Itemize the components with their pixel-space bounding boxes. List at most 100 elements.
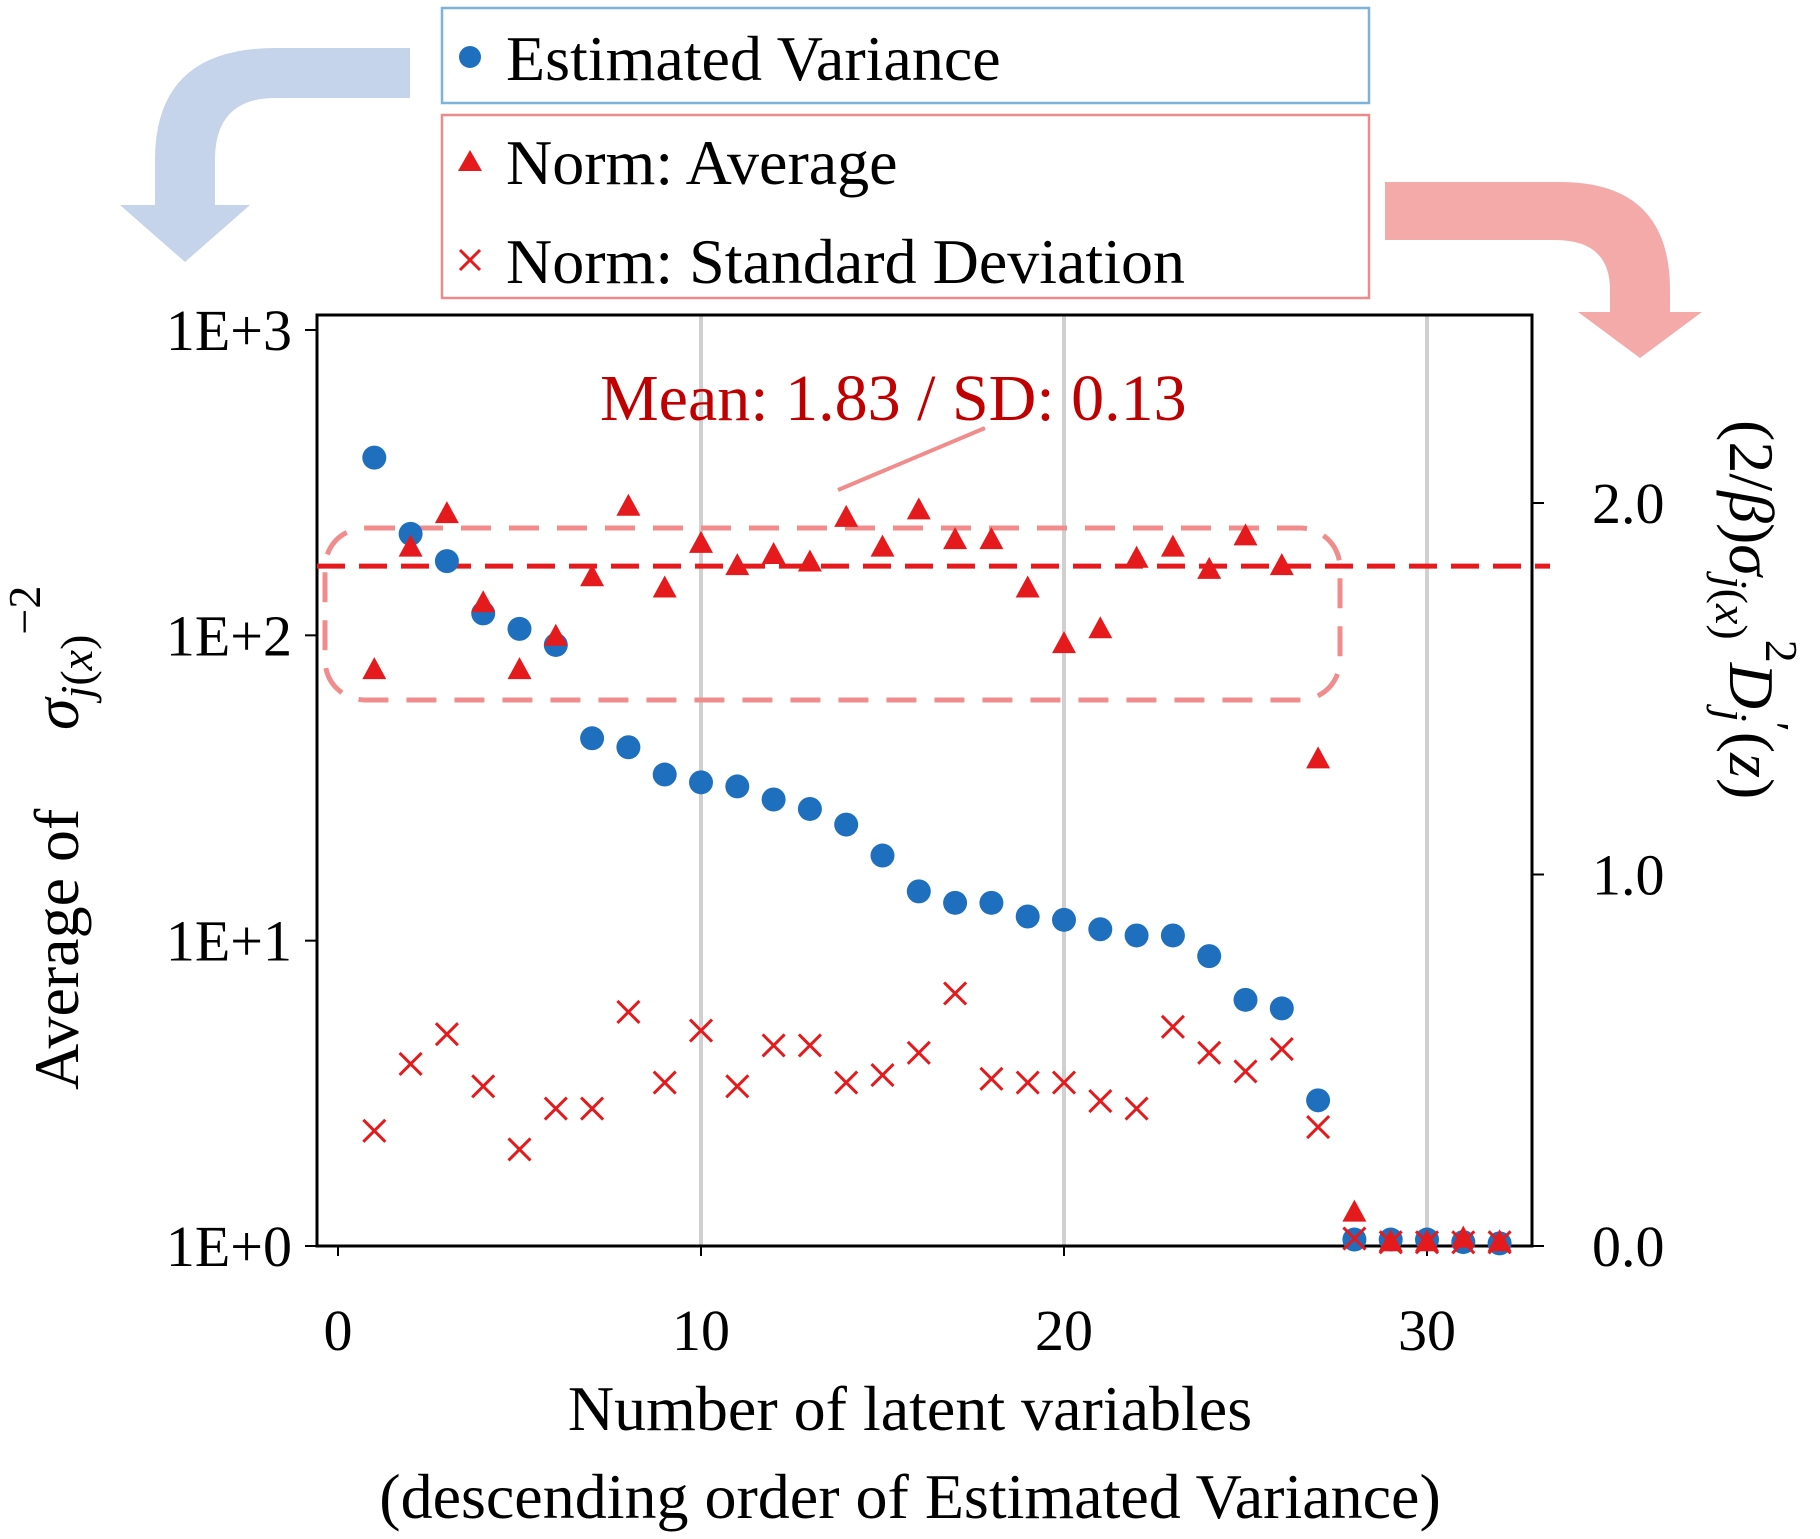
data-point-estimated-variance <box>434 549 459 574</box>
data-point-estimated-variance <box>906 879 931 904</box>
data-point-norm-sd <box>616 999 641 1025</box>
right-curved-arrow-icon <box>1385 182 1702 358</box>
data-point-norm-sd <box>362 1118 387 1143</box>
data-point-norm-average <box>834 504 859 527</box>
data-point-estimated-variance <box>943 890 968 915</box>
data-point-estimated-variance <box>616 735 641 760</box>
data-point-norm-average <box>1015 575 1040 598</box>
data-point-norm-average <box>616 493 641 516</box>
data-point-norm-average <box>398 534 423 557</box>
data-point-norm-sd <box>1487 1230 1512 1255</box>
data-point-norm-average <box>1160 534 1185 557</box>
legend-label-norm-average: Norm: Average <box>506 127 898 198</box>
data-point-norm-sd <box>906 1040 931 1065</box>
y-axis-right-title: (2/β)σj(x)2Dj′(z) <box>1706 420 1807 799</box>
annotation-leader-line <box>837 426 986 492</box>
data-point-norm-sd <box>652 1070 677 1095</box>
data-point-norm-sd <box>834 1070 859 1095</box>
y-left-tick-label: 1E+1 <box>166 909 292 974</box>
data-point-norm-average <box>689 530 713 553</box>
data-point-norm-average <box>434 501 459 524</box>
data-point-norm-average <box>580 564 605 587</box>
data-point-estimated-variance <box>979 890 1004 915</box>
data-point-norm-sd <box>434 1022 459 1047</box>
data-point-norm-sd <box>543 1096 568 1121</box>
data-point-norm-average <box>1124 545 1149 568</box>
data-point-norm-sd <box>507 1137 532 1162</box>
data-point-norm-sd <box>1124 1096 1149 1121</box>
y-left-tick-label: 1E+2 <box>166 603 292 668</box>
legend-marker-triangle <box>458 150 482 171</box>
data-point-estimated-variance <box>1052 907 1076 932</box>
legend-marker-x <box>458 248 482 272</box>
data-point-norm-sd <box>1051 1070 1077 1095</box>
data-point-estimated-variance <box>1269 996 1294 1021</box>
y-left-title-text: Average of <box>21 808 92 1090</box>
data-point-estimated-variance <box>1088 917 1113 942</box>
x-tick-label: 20 <box>1035 1298 1093 1363</box>
data-point-norm-sd <box>1378 1230 1403 1255</box>
data-point-norm-average <box>471 590 496 613</box>
data-point-estimated-variance <box>689 770 713 795</box>
data-point-norm-sd <box>725 1074 750 1099</box>
data-point-norm-average <box>943 527 968 550</box>
data-point-norm-average <box>979 527 1004 550</box>
data-point-norm-sd <box>1160 1014 1185 1039</box>
data-point-norm-average <box>761 542 786 565</box>
legend-label-estimated-variance: Estimated Variance <box>506 23 1001 94</box>
data-point-estimated-variance <box>761 787 786 812</box>
x-tick-label: 30 <box>1398 1298 1456 1363</box>
data-point-norm-average <box>797 549 822 572</box>
x-axis-title-line2: (descending order of Estimated Variance) <box>379 1461 1441 1532</box>
data-point-norm-sd <box>471 1074 496 1099</box>
data-point-norm-average <box>1306 746 1331 769</box>
data-point-norm-sd <box>1233 1059 1258 1084</box>
data-point-norm-sd <box>1451 1230 1476 1255</box>
data-point-estimated-variance <box>580 726 605 751</box>
y-left-tick-label: 1E+0 <box>166 1214 292 1279</box>
data-point-norm-average <box>652 575 677 598</box>
data-point-estimated-variance <box>1233 987 1258 1012</box>
data-point-estimated-variance <box>652 762 677 787</box>
x-tick-label: 10 <box>672 1298 730 1363</box>
legend-marker-circle <box>459 46 481 68</box>
data-point-norm-average <box>1088 616 1113 639</box>
y-left-tick-label: 1E+3 <box>166 298 292 363</box>
data-point-norm-sd <box>1306 1115 1331 1140</box>
data-point-norm-average <box>507 657 532 680</box>
data-point-estimated-variance <box>1197 944 1222 969</box>
y-right-tick-label: 0.0 <box>1592 1214 1665 1279</box>
data-point-estimated-variance <box>507 616 532 641</box>
data-point-estimated-variance <box>797 796 822 821</box>
legend-box-red <box>440 113 1371 300</box>
data-point-estimated-variance <box>1160 923 1185 948</box>
data-point-norm-average <box>906 497 931 520</box>
data-point-norm-sd <box>688 1018 714 1043</box>
data-point-norm-sd <box>580 1096 605 1121</box>
data-point-estimated-variance <box>1306 1088 1331 1113</box>
data-point-norm-average <box>362 657 387 680</box>
data-point-norm-average <box>725 553 750 576</box>
data-point-norm-average <box>1233 523 1258 546</box>
data-point-estimated-variance <box>1015 904 1040 929</box>
data-point-norm-sd <box>870 1063 895 1088</box>
data-point-norm-average <box>1342 1199 1367 1222</box>
x-axis-title-line1: Number of latent variables <box>568 1373 1252 1444</box>
y-right-title-math: (2/β)σj(x)2Dj′(z) <box>1706 420 1807 799</box>
data-point-norm-sd <box>1342 1226 1367 1251</box>
legend-label-norm-sd: Norm: Standard Deviation <box>506 226 1185 297</box>
y-axis-left-title: Average of σj(x)−2 <box>0 586 102 1090</box>
y-right-tick-label: 1.0 <box>1592 843 1665 908</box>
data-point-norm-sd <box>797 1033 822 1058</box>
data-point-norm-average <box>1052 631 1076 654</box>
data-point-norm-average <box>1451 1225 1476 1248</box>
annotations: Mean: 1.83 / SD: 0.13 <box>317 362 1550 703</box>
data-point-estimated-variance <box>870 843 895 868</box>
data-marks <box>362 445 1512 1256</box>
data-point-norm-average <box>543 623 568 646</box>
data-point-estimated-variance <box>834 812 859 837</box>
data-point-norm-sd <box>1015 1070 1040 1095</box>
axis-ticks: 0 10 20 30 1E+0 1E+1 1E+2 1E+3 0.0 1.0 2.0 <box>166 298 1665 1363</box>
data-point-norm-sd <box>1088 1089 1113 1114</box>
